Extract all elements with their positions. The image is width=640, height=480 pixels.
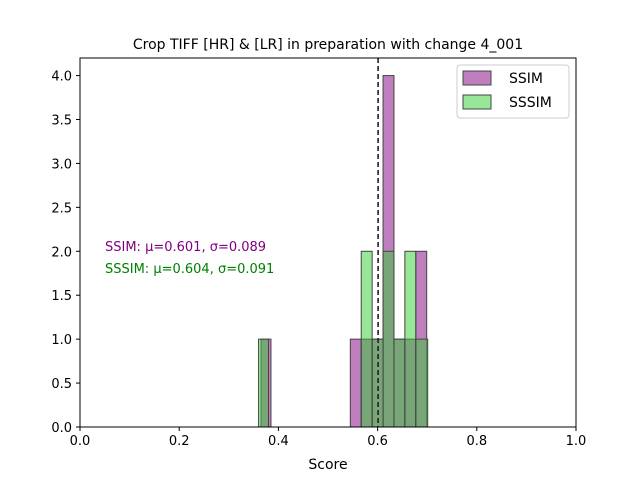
y-tick-label: 4.0 — [51, 70, 72, 85]
y-tick-label: 1.5 — [51, 289, 72, 304]
legend-swatch-sssim — [462, 94, 492, 110]
legend-swatch-ssim — [462, 70, 492, 86]
bar-sssim — [393, 338, 406, 428]
x-tick-label: 0.0 — [70, 434, 91, 449]
legend-label-sssim: SSSIM — [509, 95, 552, 111]
y-tick-label: 1.0 — [51, 333, 72, 348]
y-tick-label: 2.0 — [51, 245, 72, 260]
plot-frame — [79, 57, 577, 428]
bar-sssim — [258, 338, 269, 428]
ticks-layer: 0.0 0.2 0.4 0.6 0.8 1.0 0.0 0.5 1.0 1.5 2.0 2.5 3.0 3… — [51, 70, 586, 449]
y-tick-label: 3.5 — [51, 114, 72, 129]
bar-sssim — [360, 250, 373, 428]
x-tick-label: 0.4 — [268, 434, 289, 449]
x-tick-label: 1.0 — [566, 434, 587, 449]
legend: SSIM SSSIM — [456, 64, 570, 119]
stat-annotation-sssim: SSSIM: μ=0.604, σ=0.091 — [105, 262, 274, 277]
y-tick-label: 3.0 — [51, 157, 72, 172]
y-tick-label: 0.0 — [51, 421, 72, 436]
series-sssim — [258, 250, 429, 428]
x-tick-label: 0.8 — [466, 434, 487, 449]
x-tick-label: 0.6 — [367, 434, 388, 449]
y-tick-label: 2.5 — [51, 201, 72, 216]
legend-label-ssim: SSIM — [509, 71, 543, 87]
bar-sssim — [415, 338, 429, 428]
bar-sssim — [382, 250, 395, 428]
bars-layer — [258, 75, 429, 428]
x-axis-label: Score — [308, 457, 347, 473]
y-tick-label: 0.5 — [51, 377, 72, 392]
bar-sssim — [404, 250, 417, 428]
stat-annotation-ssim: SSIM: μ=0.601, σ=0.089 — [105, 240, 266, 255]
bar-ssim — [349, 338, 362, 428]
chart-title: Crop TIFF [HR] & [LR] in preparation wit… — [133, 37, 523, 53]
x-tick-label: 0.2 — [169, 434, 190, 449]
